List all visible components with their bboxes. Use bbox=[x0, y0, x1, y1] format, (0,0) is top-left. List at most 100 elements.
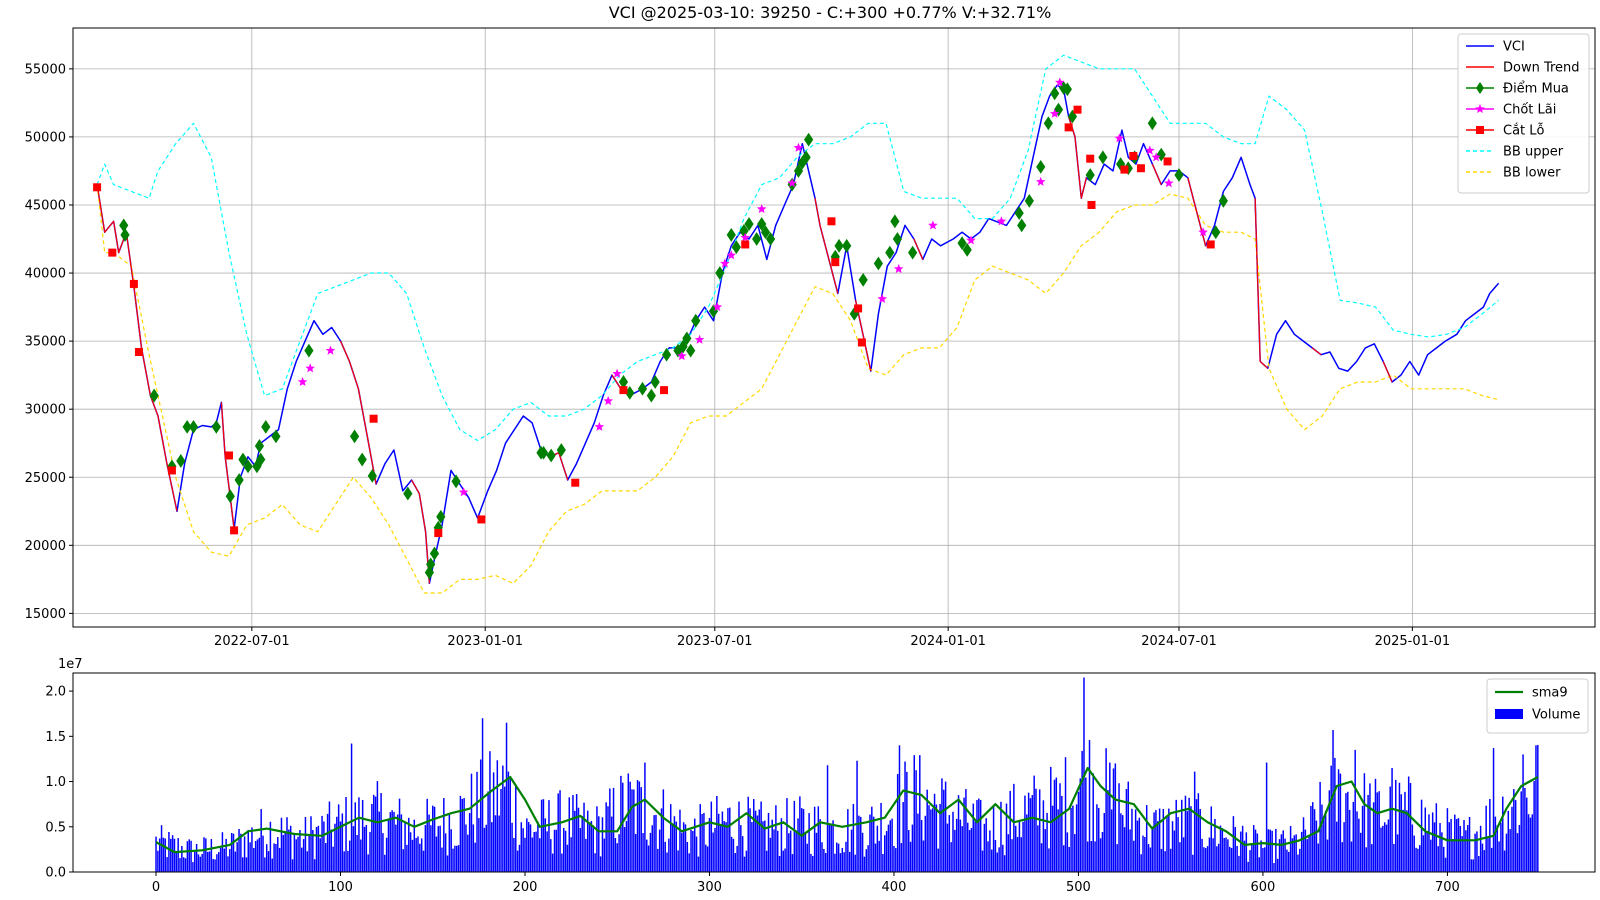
stop-loss-marker bbox=[831, 258, 840, 267]
buy-marker bbox=[451, 474, 461, 489]
stop-loss-marker bbox=[108, 248, 117, 257]
volume-bar bbox=[985, 818, 987, 872]
volume-bar bbox=[653, 815, 655, 872]
buy-marker bbox=[271, 429, 281, 444]
volume-bar bbox=[203, 837, 205, 872]
volume-bar bbox=[1112, 768, 1115, 872]
volume-bar bbox=[616, 843, 618, 872]
volume-bar bbox=[1417, 848, 1419, 872]
volume-bar bbox=[286, 817, 288, 872]
volume-bar bbox=[1064, 757, 1067, 872]
volume-bar bbox=[800, 808, 803, 872]
y-tick-label: 15000 bbox=[25, 607, 66, 622]
volume-bar bbox=[682, 822, 685, 872]
volume-bar bbox=[647, 845, 650, 872]
take-profit-marker bbox=[756, 204, 767, 214]
volume-bar bbox=[197, 854, 200, 872]
buy-marker bbox=[731, 240, 741, 255]
volume-bar bbox=[931, 808, 934, 872]
take-profit-marker bbox=[612, 368, 622, 378]
volume-bar bbox=[1352, 801, 1355, 872]
volume-bar bbox=[356, 835, 358, 872]
volume-bar bbox=[413, 819, 416, 872]
volume-bar bbox=[1289, 826, 1292, 872]
volume-bar bbox=[485, 824, 487, 872]
volume-bar bbox=[1367, 795, 1369, 872]
volume-bar bbox=[952, 811, 954, 872]
volume-bar bbox=[865, 849, 868, 872]
volume-bar bbox=[1431, 812, 1434, 872]
buy-marker bbox=[1043, 116, 1053, 131]
volume-bar bbox=[1371, 844, 1373, 872]
volume-bar bbox=[299, 830, 301, 872]
volume-bar bbox=[1437, 846, 1439, 872]
take-profit-marker bbox=[740, 232, 750, 242]
volume-bar bbox=[1022, 821, 1024, 872]
volume-bar bbox=[741, 836, 744, 872]
volume-bar bbox=[1232, 816, 1235, 872]
volume-bar bbox=[1236, 845, 1238, 872]
volume-bar bbox=[546, 831, 548, 872]
volume-bar bbox=[400, 814, 403, 872]
volume-bar bbox=[277, 837, 279, 872]
volume-bar bbox=[302, 839, 305, 872]
volume-bar bbox=[1409, 783, 1412, 872]
volume-bar bbox=[1321, 804, 1323, 872]
volume-bar bbox=[1441, 832, 1443, 872]
volume-bar bbox=[596, 806, 598, 872]
volume-bar bbox=[900, 843, 903, 872]
volume-bars bbox=[155, 677, 1539, 872]
volume-bar bbox=[1188, 797, 1190, 872]
down-trend-segment bbox=[1254, 198, 1269, 369]
volume-bar bbox=[249, 842, 251, 872]
volume-bar bbox=[1286, 849, 1288, 872]
volume-bar bbox=[247, 829, 249, 872]
volume-bar bbox=[1527, 814, 1530, 872]
volume-bar bbox=[326, 813, 329, 872]
take-profit-marker bbox=[1198, 227, 1208, 237]
volume-bar bbox=[1356, 811, 1358, 872]
volume-bar bbox=[1142, 835, 1144, 872]
volume-bar bbox=[658, 829, 661, 872]
volume-bar bbox=[972, 803, 975, 872]
buy-marker bbox=[556, 443, 566, 457]
volume-bar bbox=[740, 825, 742, 872]
volume-bar bbox=[941, 778, 943, 872]
buy-marker bbox=[1036, 159, 1046, 174]
volume-bar bbox=[1310, 805, 1312, 872]
volume-bar bbox=[516, 850, 519, 872]
volume-bar bbox=[450, 829, 452, 872]
volume-bar bbox=[214, 859, 216, 872]
volume-bar bbox=[509, 778, 511, 872]
volume-bar bbox=[1029, 798, 1032, 872]
volume-bar bbox=[884, 835, 886, 872]
volume-bar bbox=[686, 841, 689, 872]
volume-bar bbox=[1208, 837, 1211, 872]
volume-bar bbox=[948, 815, 951, 872]
volume-bar bbox=[812, 855, 814, 872]
volume-bar bbox=[688, 853, 690, 872]
volume-bar bbox=[1487, 838, 1489, 872]
volume-bar bbox=[155, 836, 157, 872]
volume-bar bbox=[618, 834, 620, 872]
volume-bar bbox=[743, 856, 746, 872]
legend-label: Điểm Mua bbox=[1503, 82, 1569, 97]
volume-bar bbox=[946, 823, 949, 872]
volume-bar bbox=[1061, 795, 1063, 872]
buy-marker bbox=[429, 546, 440, 561]
volume-bar bbox=[1413, 835, 1415, 872]
volume-x-tick-label: 700 bbox=[1435, 880, 1460, 895]
legend-label: VCI bbox=[1503, 40, 1525, 55]
buy-marker bbox=[892, 232, 903, 246]
volume-bar bbox=[1177, 817, 1179, 872]
volume-bar bbox=[1343, 822, 1345, 872]
volume-bar bbox=[623, 827, 626, 872]
volume-bar bbox=[1013, 783, 1015, 872]
x-tick-label: 2024-07-01 bbox=[1141, 634, 1217, 649]
volume-bar bbox=[843, 852, 845, 872]
volume-bar bbox=[712, 832, 714, 872]
volume-bar bbox=[991, 849, 993, 872]
volume-bar bbox=[727, 808, 729, 872]
volume-bar bbox=[753, 799, 755, 872]
